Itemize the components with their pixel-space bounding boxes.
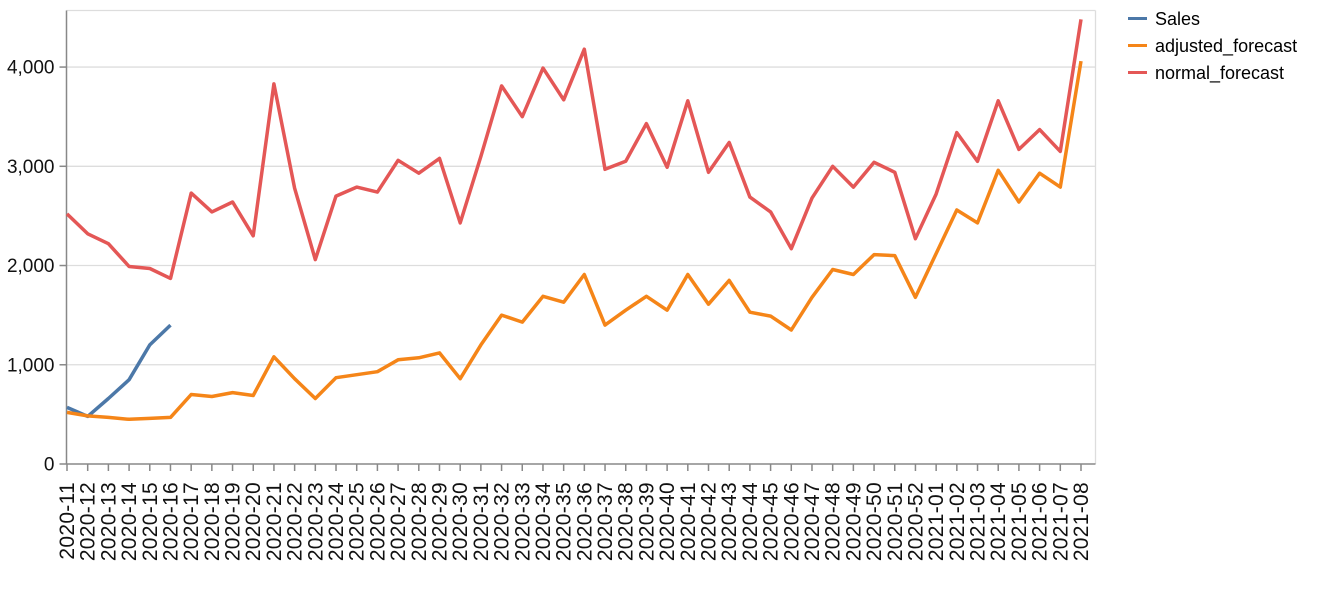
sales-line-swatch-icon	[1128, 17, 1147, 20]
x-axis-label: 2020-14	[118, 482, 141, 561]
x-axis-label: 2020-40	[656, 482, 679, 561]
x-axis-label: 2021-01	[925, 482, 948, 561]
x-axis-label: 2021-07	[1049, 482, 1072, 561]
x-axis-label: 2020-43	[718, 482, 741, 561]
x-axis-label: 2021-06	[1029, 482, 1052, 561]
x-axis-label: 2020-45	[760, 482, 783, 561]
x-axis-label: 2020-16	[159, 482, 182, 561]
x-axis-label: 2020-19	[222, 482, 245, 561]
x-axis-label: 2020-35	[553, 482, 576, 561]
x-axis-label: 2020-42	[698, 482, 721, 561]
x-axis-label: 2020-49	[842, 482, 865, 561]
legend-label-adjusted-forecast: adjusted_forecast	[1155, 35, 1298, 56]
x-axis-label: 2020-18	[201, 482, 224, 561]
x-axis-label: 2020-41	[677, 482, 700, 561]
y-axis-label: 0	[44, 455, 55, 476]
x-axis-label: 2020-27	[387, 482, 410, 561]
x-axis-label: 2020-46	[780, 482, 803, 561]
x-axis-label: 2020-25	[346, 482, 369, 561]
x-axis-label: 2020-15	[139, 482, 162, 561]
x-axis-label: 2020-32	[491, 482, 514, 561]
x-axis-label: 2020-29	[428, 482, 451, 561]
x-axis-label: 2020-31	[470, 482, 493, 561]
legend-item-adjusted-forecast: adjusted_forecast	[1128, 32, 1297, 59]
legend-label-sales: Sales	[1155, 8, 1201, 29]
normal-forecast-line-swatch-icon	[1128, 71, 1147, 74]
legend-item-normal-forecast: normal_forecast	[1128, 59, 1297, 86]
x-axis-label: 2020-24	[325, 482, 348, 561]
x-axis-label: 2020-33	[511, 482, 534, 561]
x-axis-label: 2020-28	[408, 482, 431, 561]
x-axis-label: 2020-52	[904, 482, 927, 561]
x-axis-label: 2020-37	[594, 482, 617, 561]
series-line-sales	[66, 323, 172, 419]
x-axis-label: 2020-30	[449, 482, 472, 561]
x-axis-label: 2020-38	[615, 482, 638, 561]
x-axis-label: 2020-13	[97, 482, 120, 561]
x-axis-label: 2021-04	[987, 482, 1010, 561]
x-axis-label: 2020-23	[304, 482, 327, 561]
y-axis-label: 2,000	[7, 256, 55, 277]
x-axis-label: 2021-05	[1008, 482, 1031, 561]
x-axis-label: 2020-11	[56, 482, 79, 560]
x-axis-label: 2020-26	[366, 482, 389, 561]
series-line-adjusted-forecast	[66, 60, 1083, 422]
x-axis-label: 2021-03	[967, 482, 990, 561]
x-axis-label: 2020-44	[739, 482, 762, 561]
legend: Sales adjusted_forecast normal_forecast	[1128, 5, 1297, 86]
legend-label-normal-forecast: normal_forecast	[1155, 62, 1285, 83]
x-axis-label: 2020-51	[884, 482, 907, 561]
x-axis-label: 2020-48	[822, 482, 845, 561]
legend-item-sales: Sales	[1128, 5, 1297, 32]
x-axis-label: 2020-50	[863, 482, 886, 561]
y-axis-label: 3,000	[7, 157, 55, 178]
x-axis-label: 2021-02	[946, 482, 969, 561]
x-axis-label: 2020-47	[801, 482, 824, 561]
x-axis-label: 2020-39	[635, 482, 658, 561]
x-axis-label: 2021-08	[1070, 482, 1093, 561]
x-axis-label: 2020-12	[77, 482, 100, 561]
x-axis-label: 2020-36	[573, 482, 596, 561]
y-axis-label: 1,000	[7, 355, 55, 376]
y-axis-label: 4,000	[7, 58, 55, 79]
x-axis-label: 2020-21	[263, 482, 286, 561]
series-line-normal-forecast	[65, 19, 1083, 281]
x-axis-label: 2020-34	[532, 482, 555, 561]
x-axis-label: 2020-20	[242, 482, 265, 561]
x-axis-label: 2020-17	[180, 482, 203, 561]
x-axis-label: 2020-22	[284, 482, 307, 561]
adjusted-forecast-line-swatch-icon	[1128, 44, 1147, 47]
